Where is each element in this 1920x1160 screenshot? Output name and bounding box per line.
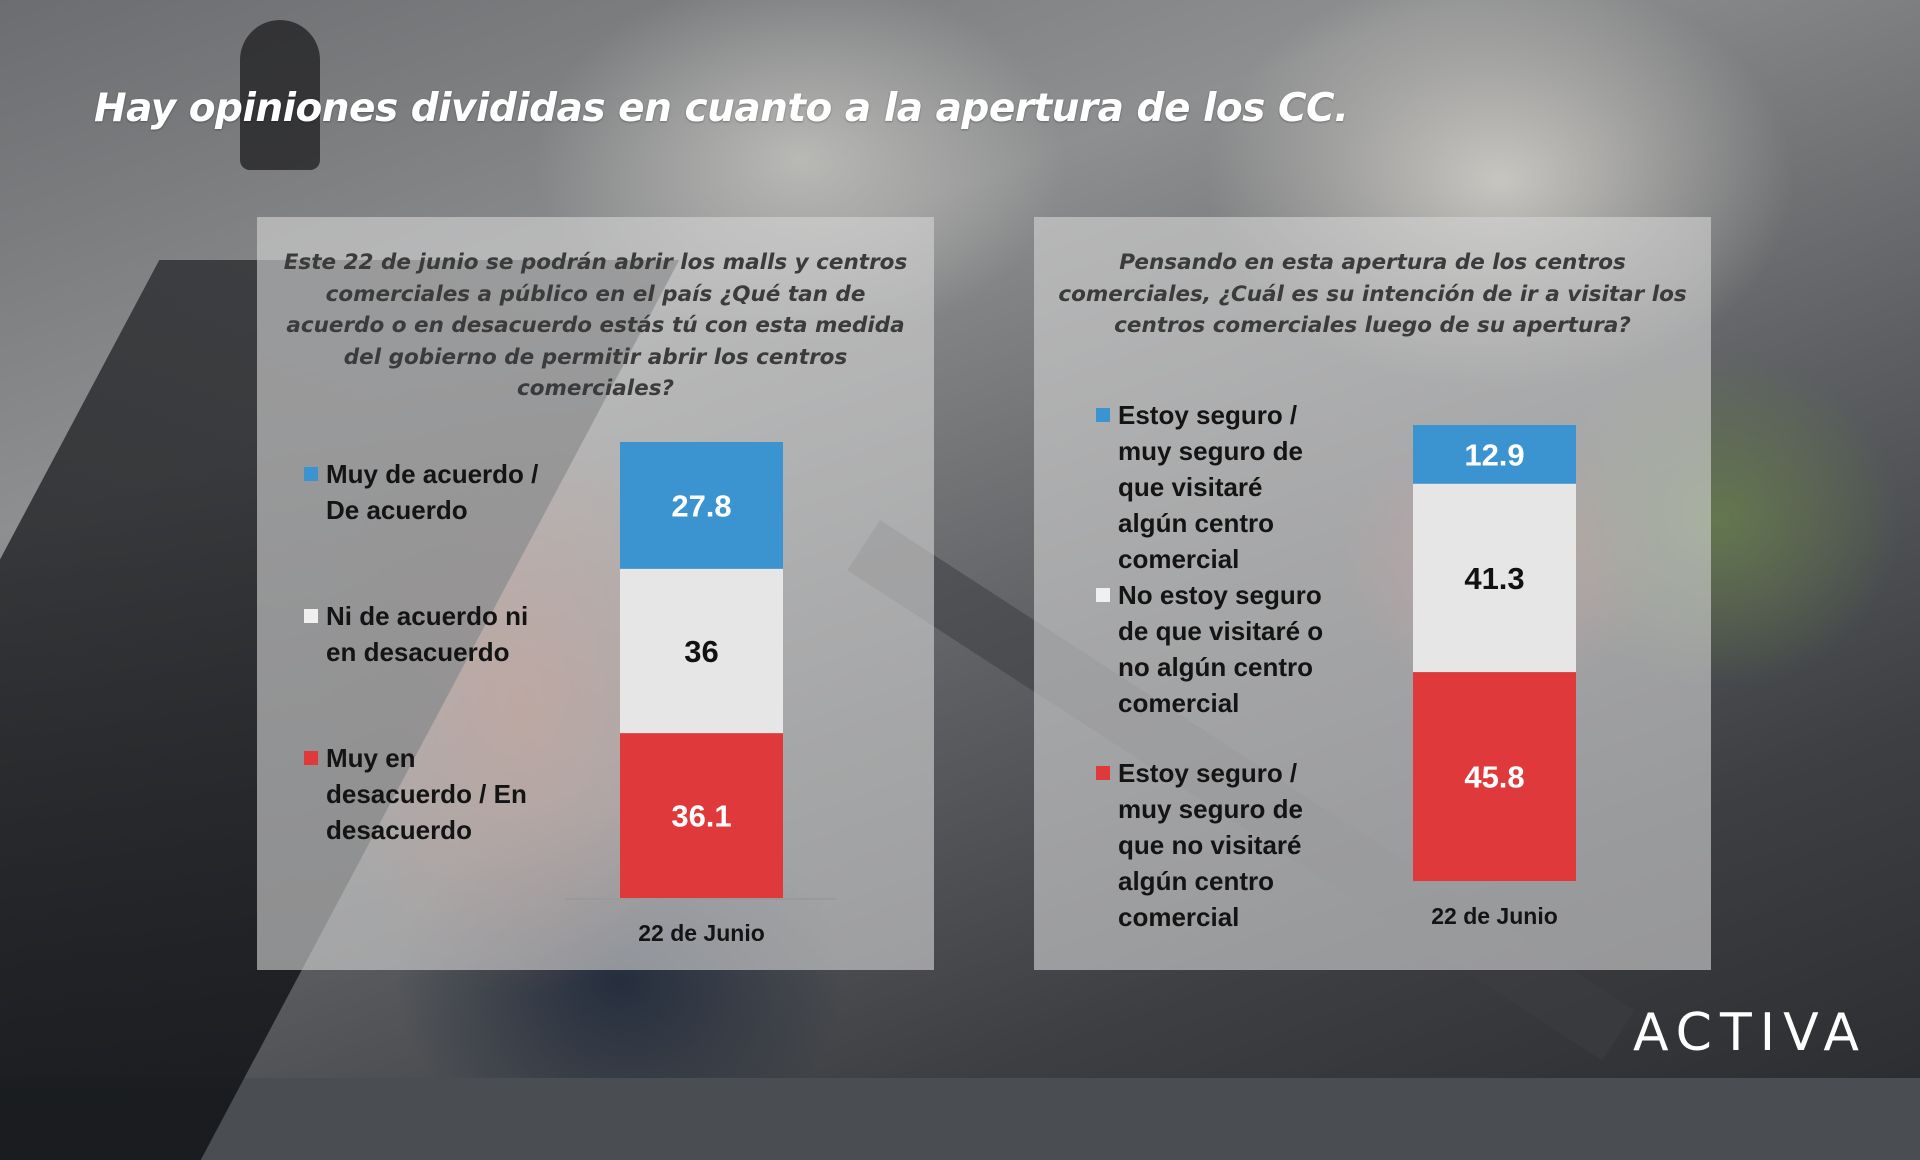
bar-segment-agree — [620, 442, 783, 569]
right-legend-item-will-visit: Estoy seguro / muy seguro de que visitar… — [1096, 397, 1328, 577]
legend-swatch-blue — [304, 467, 318, 481]
legend-swatch-gray — [304, 609, 318, 623]
bar-segment-agree — [1413, 425, 1576, 484]
x-category-label: 22 de Junio — [1431, 903, 1558, 929]
right-legend-label-will-visit: Estoy seguro / muy seguro de que visitar… — [1118, 400, 1303, 574]
left-question-text: Este 22 de junio se podrán abrir los mal… — [283, 250, 908, 401]
left-chart-panel: Este 22 de junio se podrán abrir los mal… — [257, 217, 934, 970]
bar-segment-disagree — [1413, 672, 1576, 881]
right-legend-item-will-not-visit: Estoy seguro / muy seguro de que no visi… — [1096, 755, 1328, 935]
activa-logo: ACTIVA — [1633, 1003, 1867, 1063]
left-legend-item-disagree: Muy en desacuerdo / En desacuerdo — [304, 740, 539, 848]
left-legend-label-agree: Muy de acuerdo / De acuerdo — [326, 459, 539, 525]
left-legend-label-disagree: Muy en desacuerdo / En desacuerdo — [326, 743, 527, 845]
data-label-disagree: 45.8 — [1464, 760, 1524, 795]
left-legend-item-neutral: Ni de acuerdo ni en desacuerdo — [304, 598, 554, 670]
left-legend-item-agree: Muy de acuerdo / De acuerdo — [304, 456, 554, 528]
legend-swatch-red — [304, 751, 318, 765]
legend-swatch-red — [1096, 766, 1110, 780]
left-legend-label-neutral: Ni de acuerdo ni en desacuerdo — [326, 601, 529, 667]
data-label-agree: 12.9 — [1464, 437, 1524, 472]
data-label-agree: 27.8 — [671, 488, 731, 523]
x-category-label: 22 de Junio — [638, 920, 765, 946]
right-stacked-bar-chart: 12.9 41.3 45.8 22 de Junio — [1360, 425, 1629, 929]
background-person-shape — [240, 20, 320, 170]
data-label-neutral: 41.3 — [1464, 561, 1524, 596]
right-legend-label-will-not-visit: Estoy seguro / muy seguro de que no visi… — [1118, 758, 1303, 932]
data-label-neutral: 36 — [684, 634, 718, 669]
right-legend-item-unsure: No estoy seguro de que visitaré o no alg… — [1096, 577, 1328, 721]
right-chart-panel: Pensando en esta apertura de los centros… — [1034, 217, 1711, 970]
left-stacked-bar-chart: 27.8 36 36.1 22 de Junio — [565, 442, 836, 946]
bar-segment-disagree — [620, 733, 783, 898]
data-label-disagree: 36.1 — [671, 799, 731, 834]
slide-title: Hay opiniones divididas en cuanto a la a… — [94, 86, 1349, 131]
legend-swatch-gray — [1096, 588, 1110, 602]
legend-swatch-blue — [1096, 408, 1110, 422]
right-legend-label-unsure: No estoy seguro de que visitaré o no alg… — [1118, 580, 1324, 718]
bar-segment-neutral — [620, 568, 783, 734]
right-question-text: Pensando en esta apertura de los centros… — [1058, 250, 1687, 338]
bar-segment-neutral — [1413, 483, 1576, 673]
